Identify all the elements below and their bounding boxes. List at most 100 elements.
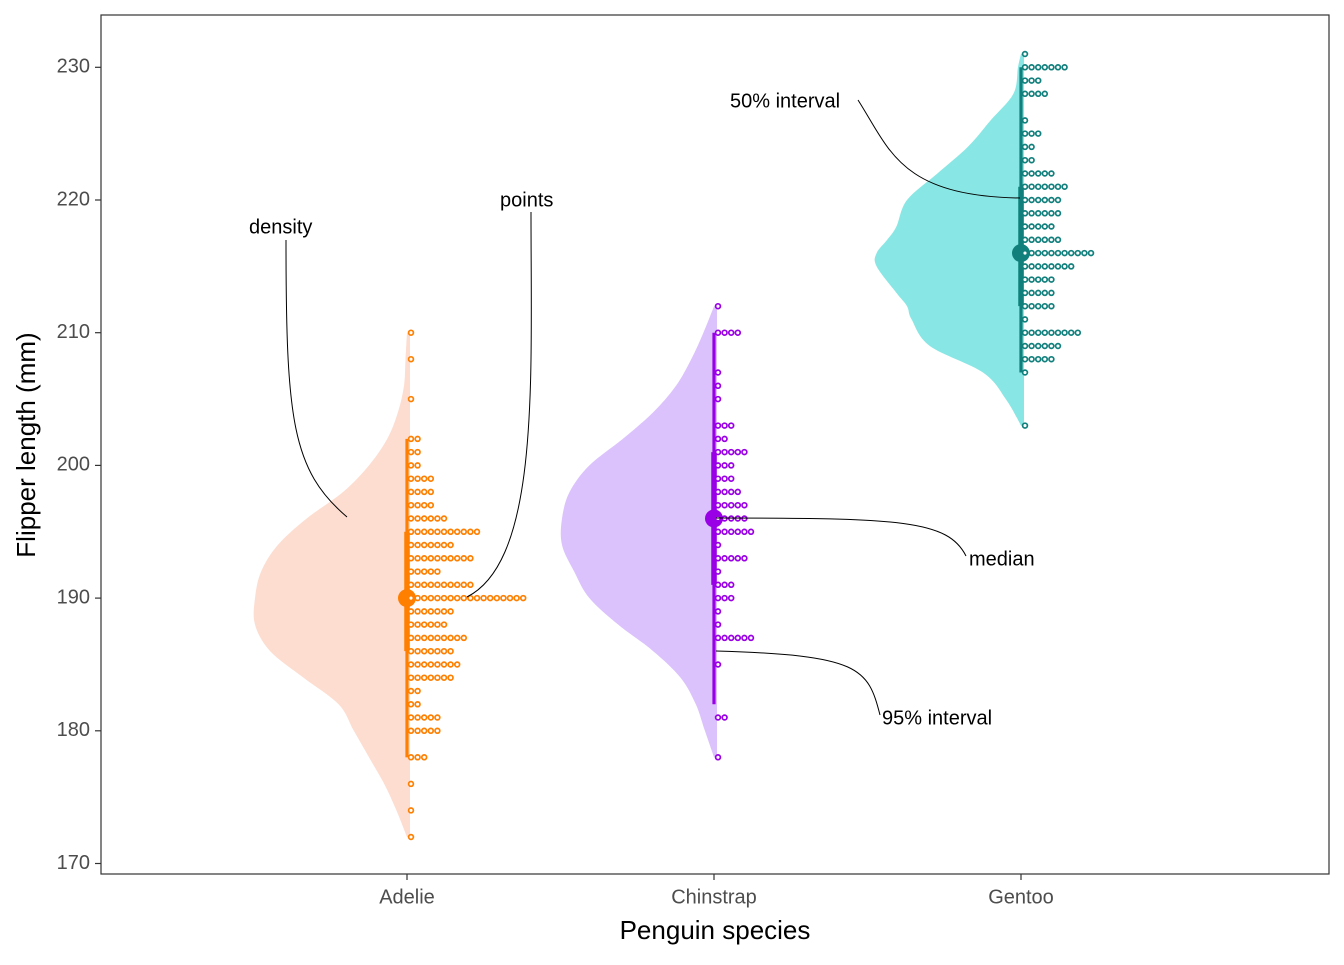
- plot-panel-border: [100, 14, 1330, 875]
- data-point-adelie: [407, 355, 415, 363]
- data-point-gentoo: [1028, 355, 1035, 363]
- data-point-adelie: [420, 727, 428, 735]
- data-point-gentoo: [1041, 355, 1049, 363]
- data-point-chinstrap: [734, 501, 742, 509]
- y-tick-label: 200: [57, 454, 90, 476]
- data-point-adelie: [414, 475, 421, 482]
- data-point-chinstrap: [714, 369, 722, 376]
- data-point-adelie: [407, 621, 415, 628]
- data-point-gentoo: [1054, 329, 1062, 336]
- dot-points: [407, 50, 1095, 841]
- annotations: density points 50% interval median 95% inter…: [249, 90, 1035, 729]
- data-point-adelie: [414, 727, 421, 735]
- data-point-adelie: [414, 568, 421, 575]
- data-point-chinstrap: [721, 528, 728, 536]
- data-point-gentoo: [1048, 210, 1055, 217]
- data-point-chinstrap: [714, 541, 722, 549]
- data-point-chinstrap: [747, 634, 755, 642]
- data-point-chinstrap: [721, 435, 728, 443]
- data-point-chinstrap: [721, 329, 728, 336]
- data-point-adelie: [427, 475, 435, 482]
- data-point-gentoo: [1021, 316, 1029, 323]
- data-point-gentoo: [1021, 183, 1029, 190]
- data-point-gentoo: [1048, 249, 1055, 257]
- data-point-chinstrap: [714, 422, 722, 429]
- data-point-adelie: [453, 528, 461, 536]
- data-point-chinstrap: [714, 594, 722, 602]
- data-point-adelie: [414, 581, 421, 589]
- data-point-chinstrap: [714, 395, 722, 403]
- data-point-adelie: [434, 621, 441, 628]
- data-point-adelie: [420, 647, 428, 655]
- data-point-adelie: [407, 462, 415, 469]
- data-point-adelie: [467, 555, 474, 562]
- data-point-adelie: [440, 515, 448, 522]
- data-point-gentoo: [1048, 183, 1055, 190]
- data-point-chinstrap: [721, 594, 728, 602]
- data-point-gentoo: [1021, 130, 1029, 137]
- data-point-adelie: [414, 435, 421, 443]
- data-point-chinstrap: [727, 462, 735, 469]
- data-point-adelie: [486, 594, 494, 602]
- data-point-chinstrap: [741, 448, 748, 456]
- data-point-chinstrap: [714, 475, 722, 482]
- data-point-chinstrap: [714, 621, 722, 628]
- data-point-adelie: [407, 647, 415, 655]
- data-point-gentoo: [1061, 249, 1068, 257]
- data-point-adelie: [513, 594, 520, 602]
- data-point-adelie: [427, 594, 435, 602]
- data-point-adelie: [414, 701, 421, 708]
- data-point-adelie: [453, 661, 461, 668]
- data-point-gentoo: [1041, 183, 1049, 190]
- data-point-gentoo: [1061, 183, 1068, 190]
- data-point-adelie: [414, 687, 421, 695]
- data-point-adelie: [407, 435, 415, 443]
- data-point-gentoo: [1041, 276, 1049, 283]
- data-point-gentoo: [1021, 342, 1029, 350]
- data-point-chinstrap: [714, 501, 722, 509]
- data-point-gentoo: [1021, 117, 1029, 124]
- data-point-gentoo: [1028, 183, 1035, 190]
- data-point-gentoo: [1041, 170, 1049, 177]
- data-point-adelie: [407, 661, 415, 668]
- data-point-gentoo: [1041, 302, 1049, 310]
- data-point-adelie: [427, 634, 435, 642]
- data-point-adelie: [407, 634, 415, 642]
- data-point-adelie: [420, 568, 428, 575]
- data-point-gentoo: [1048, 276, 1055, 283]
- data-point-adelie: [414, 621, 421, 628]
- data-point-chinstrap: [727, 528, 735, 536]
- data-point-gentoo: [1021, 263, 1029, 270]
- data-point-gentoo: [1041, 289, 1049, 297]
- data-point-adelie: [427, 555, 435, 562]
- data-point-gentoo: [1034, 210, 1042, 217]
- data-point-gentoo: [1041, 90, 1049, 98]
- data-point-adelie: [414, 462, 421, 469]
- density-clouds: [253, 54, 1024, 837]
- data-point-chinstrap: [714, 634, 722, 642]
- data-point-gentoo: [1028, 223, 1035, 230]
- data-point-gentoo: [1041, 263, 1049, 270]
- data-point-adelie: [427, 674, 435, 681]
- data-point-adelie: [414, 661, 421, 668]
- data-point-gentoo: [1034, 183, 1042, 190]
- data-point-adelie: [420, 515, 428, 522]
- data-point-chinstrap: [714, 754, 722, 761]
- data-point-gentoo: [1028, 77, 1035, 84]
- data-point-gentoo: [1067, 263, 1075, 270]
- data-point-adelie: [414, 448, 421, 456]
- data-point-adelie: [453, 594, 461, 602]
- data-point-gentoo: [1034, 289, 1042, 297]
- data-point-gentoo: [1028, 143, 1035, 151]
- data-point-adelie: [414, 555, 421, 562]
- data-point-adelie: [407, 475, 415, 482]
- data-point-gentoo: [1021, 90, 1029, 98]
- annotation-line-95pct-interval: [715, 650, 881, 716]
- data-point-gentoo: [1034, 276, 1042, 283]
- data-point-adelie: [407, 581, 415, 589]
- data-point-adelie: [407, 501, 415, 509]
- data-point-chinstrap: [714, 568, 722, 575]
- data-point-adelie: [414, 541, 421, 549]
- data-point-adelie: [414, 488, 421, 496]
